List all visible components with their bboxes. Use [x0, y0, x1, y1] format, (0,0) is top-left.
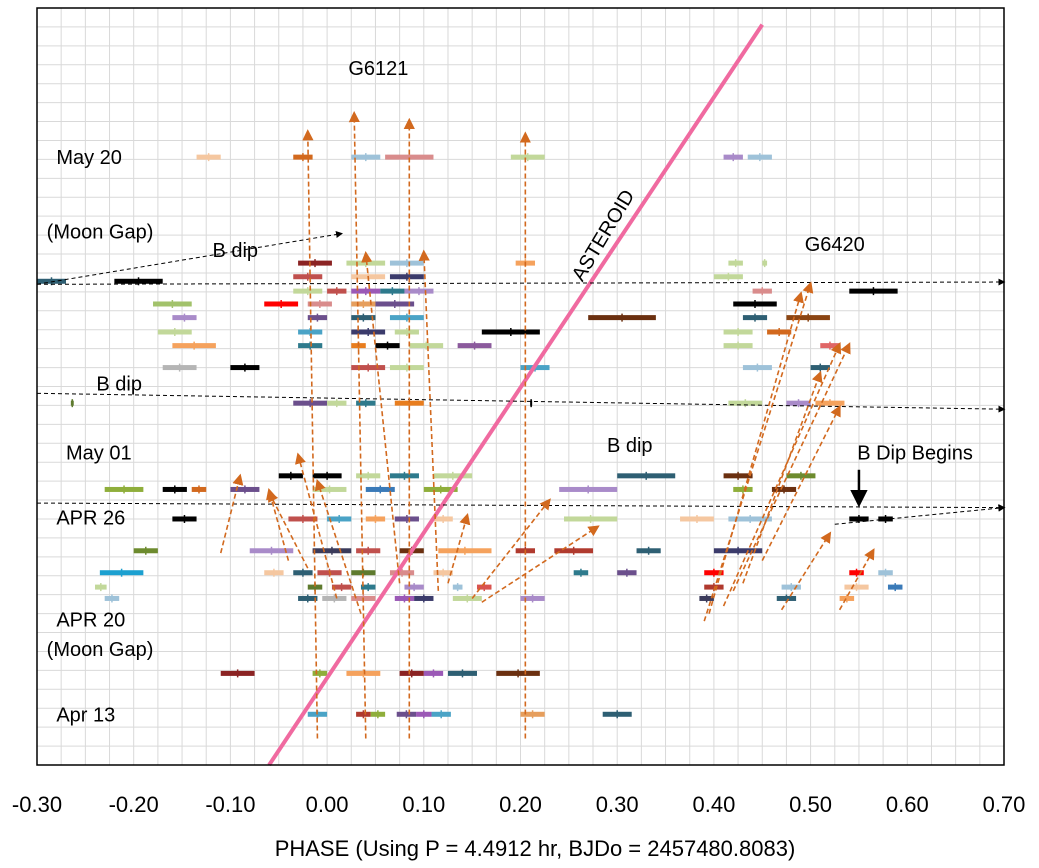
date-label: May 01 — [66, 442, 132, 464]
trend-arrow — [418, 249, 440, 591]
annotation-label: G6420 — [805, 234, 865, 256]
annotation-label: ASTEROID — [568, 186, 640, 285]
trend-arrow — [447, 513, 471, 584]
plot-frame — [36, 7, 1005, 766]
x-tick-label: 0.00 — [306, 792, 349, 817]
trend-arrow — [780, 531, 832, 611]
annotation-label: B dip — [96, 373, 142, 395]
b-dip-line — [36, 392, 1006, 413]
trend-arrow — [838, 548, 875, 611]
date-label: (Moon Gap) — [47, 221, 154, 243]
x-tick-label: 0.10 — [402, 792, 445, 817]
trend-arrow — [314, 478, 362, 614]
x-tick-label: 0.50 — [789, 792, 832, 817]
trend-arrow — [295, 452, 338, 599]
x-tick-label: -0.20 — [109, 792, 159, 817]
asteroid-line — [267, 23, 764, 767]
date-labels: May 20 (Moon Gap) May 01 APR 26 APR 20 (Moon … — [47, 147, 154, 726]
trend-arrow — [742, 370, 823, 584]
b-dip-line — [36, 231, 343, 285]
x-tick-label: 0.40 — [692, 792, 735, 817]
trend-arrow — [266, 488, 290, 561]
b-dip-line — [36, 278, 1006, 286]
date-label: APR 26 — [56, 507, 125, 529]
x-tick-label: 0.30 — [596, 792, 639, 817]
x-tick-label: -0.30 — [12, 792, 62, 817]
trend-arrow — [268, 490, 309, 569]
trend-arrow — [471, 498, 551, 599]
annotation-label: B dip — [607, 435, 653, 457]
trend-arrow — [703, 281, 814, 622]
x-tick-label: 0.70 — [983, 792, 1026, 817]
trend-arrow — [361, 251, 401, 584]
trend-arrow — [708, 291, 804, 614]
trend-arrow — [302, 129, 319, 739]
trend-arrow — [481, 525, 600, 603]
annotation-label: G6121 — [348, 58, 408, 80]
annotation-label: B dip — [212, 240, 258, 262]
trend-arrow — [219, 473, 244, 554]
annotation-label: B Dip Begins — [857, 442, 973, 464]
date-label: May 20 — [56, 147, 122, 169]
x-tick-labels: -0.30 -0.20 -0.10 0.00 0.10 0.20 0.30 0.40 0.50 0… — [12, 792, 1025, 817]
date-label: (Moon Gap) — [47, 639, 154, 661]
trend-arrow — [348, 110, 367, 739]
x-tick-label: 0.60 — [886, 792, 929, 817]
date-label: Apr 13 — [56, 704, 115, 726]
x-tick-label: -0.10 — [205, 792, 255, 817]
date-label: APR 20 — [56, 610, 125, 632]
x-axis-label: PHASE (Using P = 4.4912 hr, BJDo = 24574… — [275, 836, 796, 861]
trend-arrow — [732, 342, 851, 592]
trend-lines — [36, 23, 1006, 767]
x-tick-label: 0.20 — [499, 792, 542, 817]
trend-arrow — [761, 404, 841, 561]
b-dip-line — [834, 504, 1006, 525]
observation-segments — [37, 153, 903, 719]
b-dip-line — [36, 502, 1006, 512]
